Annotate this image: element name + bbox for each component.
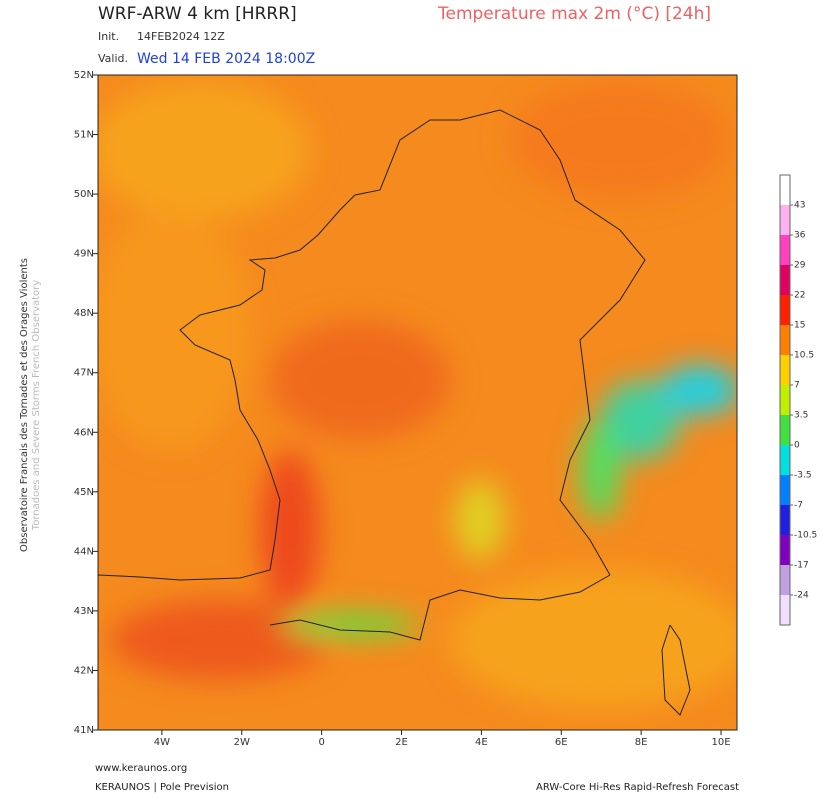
side-text: Tornadoes and Severe Storms French Obser…	[31, 280, 42, 531]
x-tick-label: 6E	[555, 737, 568, 748]
y-tick-label: 51N	[74, 130, 94, 141]
y-tick-label: 45N	[74, 487, 94, 498]
colorbar-label: 10.5	[794, 351, 814, 361]
temperature-field	[98, 75, 737, 730]
init-label: Init.	[98, 30, 119, 43]
x-tick-label: 4W	[154, 737, 170, 748]
valid-label: Valid.	[98, 52, 128, 65]
colorbar-label: 7	[794, 381, 800, 391]
colorbar-label: 0	[794, 441, 800, 451]
x-tick-label: 4E	[475, 737, 488, 748]
y-tick-label: 52N	[74, 70, 94, 81]
footer-model: ARW-Core Hi-Res Rapid-Refresh Forecast	[536, 782, 739, 793]
y-tick-label: 42N	[74, 665, 94, 676]
y-tick-label: 48N	[74, 308, 94, 319]
colorbar-segment	[780, 445, 790, 476]
y-tick-label: 44N	[74, 546, 94, 557]
y-tick-label: 46N	[74, 427, 94, 438]
colorbar-label: -7	[794, 501, 803, 511]
product-title: Temperature max 2m (°C) [24h]	[437, 4, 711, 24]
x-tick-label: 2W	[234, 737, 250, 748]
colorbar-label: -24	[794, 591, 809, 601]
y-tick-label: 49N	[74, 249, 94, 260]
colorbar-label: 29	[794, 261, 806, 271]
side-text: Observatoire Francais des Tornades et de…	[19, 258, 30, 552]
colorbar-segment	[780, 505, 790, 536]
colorbar-segment	[780, 235, 790, 266]
colorbar-segment	[780, 475, 790, 506]
colorbar-segment	[780, 355, 790, 386]
footer-brand: KERAUNOS | Pole Prevision	[95, 782, 229, 793]
colorbar-label: -3.5	[794, 471, 812, 481]
colorbar-frame	[779, 174, 791, 626]
colorbar-label: 36	[794, 231, 806, 241]
y-tick-label: 50N	[74, 189, 94, 200]
colorbar-segment	[780, 415, 790, 446]
model-title: WRF-ARW 4 km [HRRR]	[98, 4, 297, 24]
y-tick-label: 41N	[74, 725, 94, 736]
colorbar-segment	[780, 175, 790, 206]
x-tick-label: 10E	[712, 737, 731, 748]
colorbar-segment	[780, 325, 790, 356]
colorbar-label: -10.5	[794, 531, 817, 541]
init-time: 14FEB2024 12Z	[137, 30, 225, 43]
colorbar-segment	[780, 565, 790, 596]
colorbar-label: -17	[794, 561, 809, 571]
colorbar-segment	[780, 295, 790, 326]
valid-time: Wed 14 FEB 2024 18:00Z	[137, 51, 315, 67]
footer-url: www.keraunos.org	[95, 763, 187, 774]
colorbar-label: 3.5	[794, 411, 808, 421]
map-frame	[97, 74, 738, 731]
colorbar-label: 22	[794, 291, 805, 301]
colorbar-segment	[780, 385, 790, 416]
colorbar-segment	[780, 535, 790, 566]
colorbar-label: 43	[794, 201, 805, 211]
x-tick-label: 8E	[635, 737, 648, 748]
colorbar-segment	[780, 205, 790, 236]
x-tick-label: 0	[318, 737, 324, 748]
y-tick-label: 47N	[74, 368, 94, 379]
colorbar-segment	[780, 595, 790, 626]
x-tick-label: 2E	[395, 737, 408, 748]
colorbar-segment	[780, 265, 790, 296]
colorbar-label: 15	[794, 321, 805, 331]
y-tick-label: 43N	[74, 606, 94, 617]
